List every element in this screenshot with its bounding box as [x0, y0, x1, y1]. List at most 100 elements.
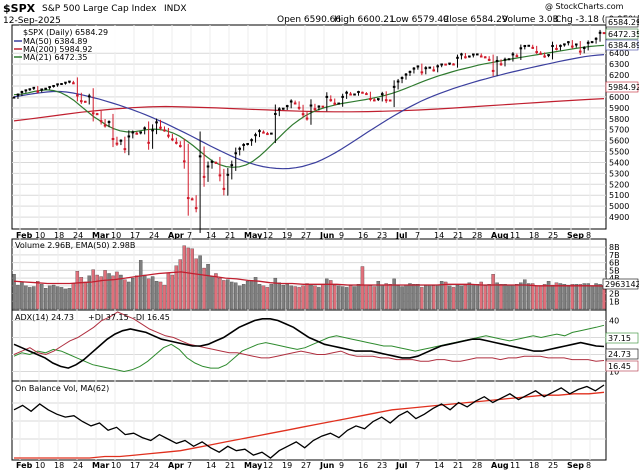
volume-bar — [198, 255, 202, 310]
volume-bar — [265, 287, 270, 310]
price-close-mark — [111, 137, 115, 140]
volume-bar — [471, 284, 476, 310]
chart-name: S&P 500 Large Cap Index — [42, 4, 157, 14]
volume-bar — [376, 281, 381, 310]
price-close-mark — [293, 102, 297, 105]
x-tick-label-bottom: Jul — [395, 461, 408, 470]
price-close-mark — [373, 99, 376, 102]
price-close-mark — [194, 207, 198, 210]
adx-tick-label: 10 — [609, 368, 619, 377]
price-close-mark — [238, 147, 242, 150]
last-ma21-label: 6472.35 — [608, 30, 639, 39]
volume-bar — [503, 284, 507, 310]
volume-bar — [67, 287, 72, 310]
open-value: Open 6590.66 — [277, 15, 341, 25]
volume-bar — [226, 279, 230, 310]
price-close-mark — [87, 95, 91, 98]
volume-bar — [424, 285, 428, 310]
price-close-mark — [44, 87, 47, 90]
volume-bar — [158, 281, 163, 310]
price-close-mark — [83, 100, 87, 103]
price-close-mark — [24, 89, 28, 92]
price-close-mark — [349, 93, 352, 96]
price-close-mark — [495, 59, 499, 62]
legend-ma200: MA(200) 5984.92 — [23, 45, 93, 54]
price-tick-label: 5900 — [609, 104, 629, 113]
x-tick-label-top: 17 — [130, 231, 140, 240]
volume-bar — [336, 285, 341, 310]
price-close-mark — [123, 148, 127, 151]
price-close-mark — [317, 105, 321, 108]
volume-bar — [586, 283, 590, 310]
x-tick-label-top: Apr — [168, 231, 184, 240]
x-tick-label-top: 23 — [377, 231, 387, 240]
volume-bar — [16, 284, 20, 310]
volume-bar — [59, 287, 64, 310]
price-close-mark — [32, 86, 36, 89]
x-tick-label-top: 21 — [453, 231, 463, 240]
volume-bar — [317, 287, 321, 310]
price-close-mark — [432, 69, 436, 72]
volume-bar — [28, 287, 32, 310]
price-close-mark — [12, 96, 16, 99]
volume-bar — [467, 282, 472, 310]
volume-bar — [297, 287, 301, 310]
volume-tick-label: 7B — [609, 251, 620, 260]
x-tick-label-bottom: 28 — [472, 461, 482, 470]
price-close-mark — [131, 131, 135, 134]
price-close-mark — [598, 31, 602, 34]
x-tick-label-top: 19 — [282, 231, 292, 240]
x-tick-label-top: 7 — [187, 231, 192, 240]
price-close-mark — [341, 95, 344, 98]
price-close-mark — [357, 90, 360, 93]
x-tick-label-bottom: 17 — [130, 461, 140, 470]
price-close-mark — [242, 143, 245, 146]
x-tick-label-bottom: Mar — [92, 461, 109, 470]
x-tick-label-top: 18 — [529, 231, 539, 240]
volume-bar — [534, 285, 539, 310]
volume-bar — [63, 288, 68, 310]
volume-bar — [206, 264, 210, 310]
volume-bar — [107, 273, 111, 310]
volume-bar — [435, 284, 440, 310]
x-tick-label-top: 11 — [510, 231, 520, 240]
volume-bar — [428, 284, 432, 310]
volume-bar — [186, 247, 190, 310]
price-close-mark — [266, 133, 269, 136]
price-close-mark — [151, 129, 154, 132]
price-close-mark — [52, 84, 55, 87]
volume-bar — [210, 276, 214, 310]
volume-tick-label: 5B — [609, 266, 620, 275]
price-close-mark — [507, 58, 511, 61]
volume-bar — [491, 274, 495, 310]
volume-bar — [487, 284, 491, 310]
volume-bar — [550, 284, 555, 310]
price-close-mark — [578, 50, 582, 53]
x-tick-label-bottom: 19 — [282, 461, 292, 470]
volume-bar — [47, 285, 52, 310]
x-tick-label-bottom: 25 — [548, 461, 558, 470]
volume-bar — [523, 279, 527, 310]
volume-tick-label: 8B — [609, 243, 620, 252]
volume-bar — [154, 281, 159, 310]
legend-adx: ADX(14) 24.73 — [15, 313, 74, 322]
price-close-mark — [412, 67, 416, 70]
volume-bar — [281, 284, 285, 310]
price-tick-label: 6000 — [609, 93, 629, 102]
price-close-mark — [115, 142, 119, 145]
volume-value: Volume 3.0B — [502, 15, 559, 25]
x-tick-label-bottom: 14 — [206, 461, 216, 470]
price-close-mark — [519, 47, 523, 50]
price-close-mark — [210, 160, 214, 163]
price-close-mark — [135, 132, 139, 135]
price-close-mark — [392, 85, 396, 88]
price-close-mark — [515, 55, 519, 58]
volume-bar — [20, 282, 24, 310]
volume-bar — [289, 285, 293, 310]
volume-bar — [150, 276, 155, 310]
price-close-mark — [365, 93, 368, 96]
volume-bar — [368, 285, 373, 310]
volume-bar — [135, 275, 139, 310]
price-close-mark — [464, 56, 467, 59]
volume-bar — [416, 284, 420, 310]
